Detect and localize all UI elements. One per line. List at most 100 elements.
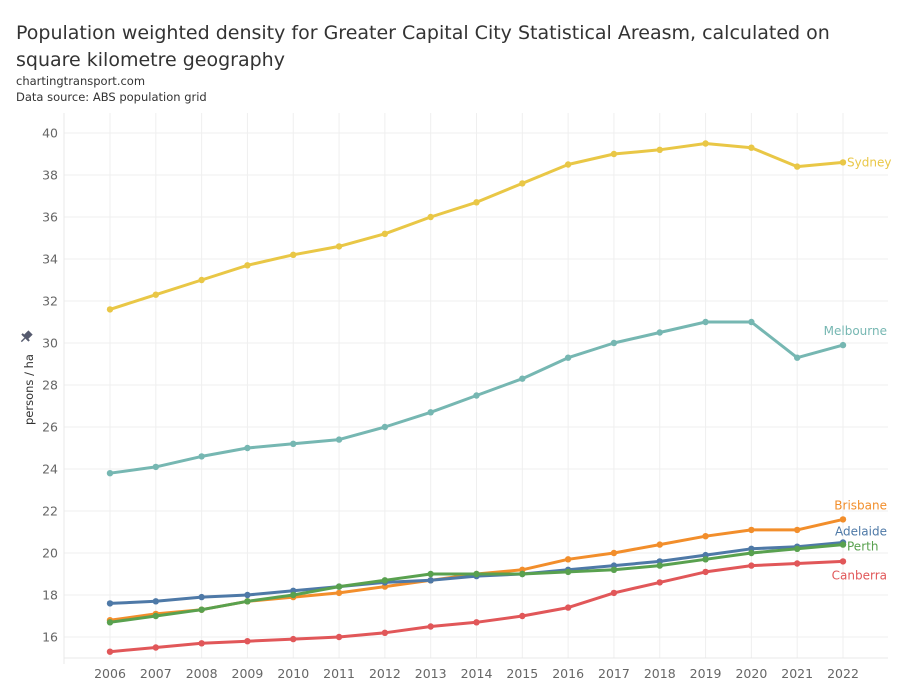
x-tick-label: 2010 [277, 666, 309, 681]
data-point[interactable] [290, 440, 297, 447]
data-point[interactable] [473, 392, 480, 399]
data-point[interactable] [702, 318, 709, 326]
data-point[interactable] [244, 598, 251, 605]
data-point[interactable] [152, 598, 160, 605]
data-point[interactable] [106, 648, 114, 655]
data-point[interactable] [519, 570, 526, 578]
data-point[interactable] [793, 560, 801, 567]
data-point[interactable] [244, 638, 251, 645]
pin-icon[interactable] [18, 329, 34, 345]
x-tick-label: 2017 [598, 666, 630, 681]
data-point[interactable] [610, 339, 618, 347]
data-point[interactable] [564, 556, 572, 563]
data-point[interactable] [198, 276, 205, 284]
data-point[interactable] [839, 159, 847, 166]
y-tick-label: 30 [42, 336, 58, 351]
data-point[interactable] [152, 463, 160, 471]
x-tick-label: 2013 [415, 666, 447, 681]
y-tick-label: 34 [42, 252, 58, 267]
data-point[interactable] [656, 146, 663, 153]
data-point[interactable] [793, 163, 801, 170]
y-tick-label: 38 [42, 168, 58, 183]
data-point[interactable] [106, 306, 114, 313]
data-point[interactable] [702, 140, 709, 147]
y-tick-label: 18 [42, 588, 58, 603]
x-tick-label: 2011 [323, 666, 355, 681]
data-point[interactable] [839, 516, 847, 523]
data-point[interactable] [702, 568, 709, 576]
data-point[interactable] [335, 243, 343, 250]
data-point[interactable] [427, 570, 434, 578]
data-point[interactable] [564, 161, 572, 168]
data-point[interactable] [198, 606, 205, 613]
data-point[interactable] [610, 150, 618, 158]
data-point[interactable] [748, 318, 755, 326]
data-point[interactable] [748, 562, 755, 569]
data-point[interactable] [335, 633, 343, 641]
data-point[interactable] [748, 549, 755, 557]
data-point[interactable] [381, 230, 389, 237]
data-point[interactable] [473, 570, 480, 578]
x-tick-label: 2021 [781, 666, 813, 681]
data-point[interactable] [290, 591, 297, 599]
data-point[interactable] [198, 640, 205, 647]
series-label-sydney: Sydney [847, 155, 891, 169]
data-point[interactable] [610, 589, 618, 597]
data-point[interactable] [610, 566, 618, 573]
data-point[interactable] [106, 600, 114, 607]
data-point[interactable] [839, 541, 847, 548]
data-point[interactable] [335, 583, 343, 590]
data-point[interactable] [702, 556, 709, 563]
data-point[interactable] [748, 526, 755, 534]
data-point[interactable] [839, 558, 847, 565]
data-point[interactable] [656, 579, 663, 586]
data-point[interactable] [473, 619, 480, 626]
data-source: Data source: ABS population grid [16, 90, 207, 104]
data-point[interactable] [473, 199, 480, 206]
data-point[interactable] [106, 470, 114, 477]
data-point[interactable] [519, 180, 526, 187]
data-point[interactable] [244, 591, 251, 599]
data-point[interactable] [656, 541, 663, 548]
data-point[interactable] [564, 604, 572, 611]
data-point[interactable] [106, 619, 114, 626]
data-point[interactable] [152, 612, 160, 620]
data-point[interactable] [290, 635, 297, 643]
x-tick-label: 2012 [369, 666, 401, 681]
data-point[interactable] [564, 568, 572, 576]
data-point[interactable] [656, 562, 663, 569]
data-point[interactable] [564, 354, 572, 361]
data-point[interactable] [427, 213, 434, 221]
data-point[interactable] [519, 612, 526, 620]
data-point[interactable] [793, 354, 801, 361]
data-point[interactable] [152, 644, 160, 651]
series-canberra [106, 558, 847, 655]
data-point[interactable] [198, 593, 205, 601]
data-point[interactable] [381, 423, 389, 431]
data-point[interactable] [244, 262, 251, 269]
x-tick-label: 2020 [735, 666, 767, 681]
data-point[interactable] [793, 526, 801, 534]
data-point[interactable] [244, 444, 251, 452]
data-point[interactable] [839, 341, 847, 349]
data-point[interactable] [656, 329, 663, 336]
data-point[interactable] [152, 291, 160, 298]
x-tick-label: 2015 [506, 666, 538, 681]
x-tick-label: 2009 [232, 666, 264, 681]
data-point[interactable] [427, 623, 434, 630]
data-point[interactable] [335, 436, 343, 443]
series-label-canberra: Canberra [832, 568, 887, 582]
data-point[interactable] [748, 144, 755, 151]
data-point[interactable] [519, 375, 526, 382]
series-perth [106, 541, 847, 626]
data-point[interactable] [427, 409, 434, 416]
data-point[interactable] [702, 533, 709, 540]
data-point[interactable] [427, 577, 434, 584]
data-point[interactable] [793, 545, 801, 552]
data-point[interactable] [381, 577, 389, 584]
data-point[interactable] [610, 549, 618, 557]
data-point[interactable] [290, 251, 297, 258]
data-point[interactable] [381, 629, 389, 636]
data-point[interactable] [198, 453, 205, 460]
data-point[interactable] [335, 589, 343, 597]
